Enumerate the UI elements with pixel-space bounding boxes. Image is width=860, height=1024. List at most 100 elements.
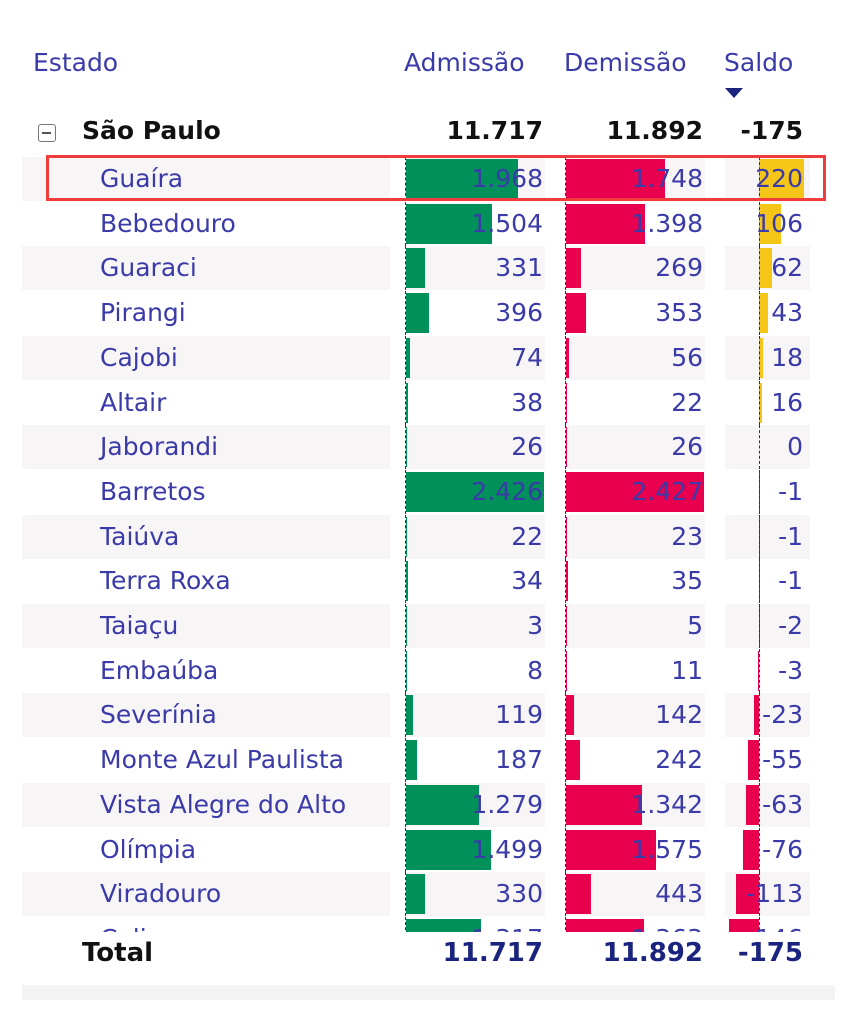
sort-descending-icon[interactable] [725, 88, 743, 98]
table-row[interactable]: Monte Azul Paulista 187 242 -55 [0, 738, 860, 783]
municipio-name[interactable]: Vista Alegre do Alto [100, 789, 347, 819]
demissao-value: 22 [671, 387, 703, 417]
bar-axis [759, 157, 760, 201]
row-band [725, 425, 810, 470]
admissao-value: 396 [495, 298, 543, 328]
bar-axis [759, 246, 760, 291]
municipio-name[interactable]: Severínia [100, 700, 217, 730]
bar-axis [565, 380, 566, 425]
table-row[interactable]: Guaíra 1.968 1.748 220 [0, 157, 860, 201]
bar-axis [405, 559, 406, 604]
row-band [405, 246, 545, 291]
table-row[interactable]: Embaúba 8 11 -3 [0, 648, 860, 693]
bar-axis [565, 916, 566, 932]
saldo-value: -3 [778, 655, 803, 685]
header-admissao[interactable]: Admissão [404, 48, 525, 77]
municipio-name[interactable]: Guaíra [100, 164, 184, 193]
demissao-bar [566, 248, 582, 289]
municipio-name[interactable]: Cajobi [100, 342, 178, 372]
demissao-bar [566, 337, 570, 378]
matrix-body[interactable]: Guaíra 1.968 1.748 220 Bebedouro 1.504 1.398 10… [0, 157, 860, 932]
table-row[interactable]: Altair 38 22 16 [0, 380, 860, 425]
municipio-name[interactable]: Monte Azul Paulista [100, 745, 344, 775]
header-demissao[interactable]: Demissão [564, 48, 687, 77]
municipio-name[interactable]: Jaborandi [100, 432, 219, 462]
saldo-value: -55 [762, 745, 803, 775]
admissao-value: 1.499 [471, 834, 543, 864]
table-row[interactable]: Taiaçu 3 5 -2 [0, 604, 860, 648]
saldo-bar [729, 918, 759, 932]
bar-axis [565, 201, 566, 246]
municipio-name[interactable]: Terra Roxa [100, 566, 231, 596]
bar-axis [565, 872, 566, 917]
municipio-name[interactable]: Taiúva [100, 521, 180, 551]
row-band [22, 872, 390, 917]
bar-axis [759, 916, 760, 932]
table-row[interactable]: Jaborandi 26 26 0 [0, 425, 860, 470]
table-row[interactable]: Cajobi 74 56 18 [0, 335, 860, 380]
row-band [22, 514, 390, 559]
municipio-name[interactable]: Taiaçu [100, 611, 179, 640]
saldo-value: -23 [762, 700, 803, 730]
saldo-bar [754, 695, 759, 736]
demissao-value: 242 [655, 745, 703, 775]
collapse-icon[interactable] [38, 124, 56, 142]
saldo-value: 16 [771, 387, 803, 417]
row-band [565, 335, 705, 380]
table-row[interactable]: Guaraci 331 269 62 [0, 246, 860, 291]
saldo-value: -76 [762, 834, 803, 864]
bar-axis [405, 782, 406, 827]
admissao-bar [406, 471, 544, 512]
header-estado[interactable]: Estado [33, 48, 119, 77]
municipio-name[interactable]: Altair [100, 387, 167, 417]
saldo-bar [759, 159, 805, 199]
demissao-bar [566, 695, 575, 736]
table-row[interactable]: Terra Roxa 34 35 -1 [0, 559, 860, 604]
saldo-bar [759, 203, 781, 244]
demissao-bar [566, 918, 644, 932]
demissao-value: 1.342 [631, 789, 703, 819]
saldo-bar [759, 337, 763, 378]
saldo-value: 106 [755, 208, 803, 238]
table-row[interactable]: Pirangi 396 353 43 [0, 291, 860, 336]
saldo-bar [743, 829, 759, 870]
table-row[interactable]: Colina 1.317 1.363 -146 [0, 916, 860, 932]
admissao-bar [406, 784, 479, 825]
bar-axis [565, 648, 566, 693]
table-row[interactable]: Severínia 119 142 -23 [0, 693, 860, 738]
table-row[interactable]: Barretos 2.426 2.427 -1 [0, 469, 860, 514]
municipio-name[interactable]: Olímpia [100, 834, 197, 864]
bar-axis [759, 514, 760, 559]
saldo-value: 0 [787, 432, 803, 462]
municipio-name[interactable]: Barretos [100, 476, 206, 506]
municipio-name[interactable]: Bebedouro [100, 208, 236, 238]
admissao-bar [406, 740, 417, 781]
group-admissao: 11.717 [446, 116, 543, 145]
municipio-name[interactable]: Guaraci [100, 253, 197, 283]
saldo-bar [759, 293, 768, 334]
municipio-name[interactable]: Embaúba [100, 655, 219, 685]
admissao-bar [406, 337, 411, 378]
row-band [22, 425, 390, 470]
group-sao-paulo[interactable]: São Paulo [82, 116, 221, 145]
table-row[interactable]: Viradouro 330 443 -113 [0, 872, 860, 917]
horizontal-scrollbar[interactable] [22, 985, 835, 1000]
municipio-name[interactable]: Colina [100, 917, 178, 932]
admissao-value: 8 [527, 655, 543, 685]
bar-axis [565, 425, 566, 470]
row-band [405, 604, 545, 648]
table-row[interactable]: Taiúva 22 23 -1 [0, 514, 860, 559]
bar-axis [565, 738, 566, 783]
header-saldo[interactable]: Saldo [724, 48, 794, 77]
table-row[interactable]: Vista Alegre do Alto 1.279 1.342 -63 [0, 782, 860, 827]
bar-axis [565, 514, 566, 559]
municipio-name[interactable]: Viradouro [100, 879, 222, 909]
admissao-bar [406, 293, 429, 334]
table-row[interactable]: Bebedouro 1.504 1.398 106 [0, 201, 860, 246]
bar-axis [759, 380, 760, 425]
demissao-bar [566, 784, 643, 825]
municipio-name[interactable]: Pirangi [100, 298, 186, 328]
table-row[interactable]: Olímpia 1.499 1.575 -76 [0, 827, 860, 872]
admissao-bar [406, 874, 425, 915]
admissao-bar [406, 427, 408, 468]
